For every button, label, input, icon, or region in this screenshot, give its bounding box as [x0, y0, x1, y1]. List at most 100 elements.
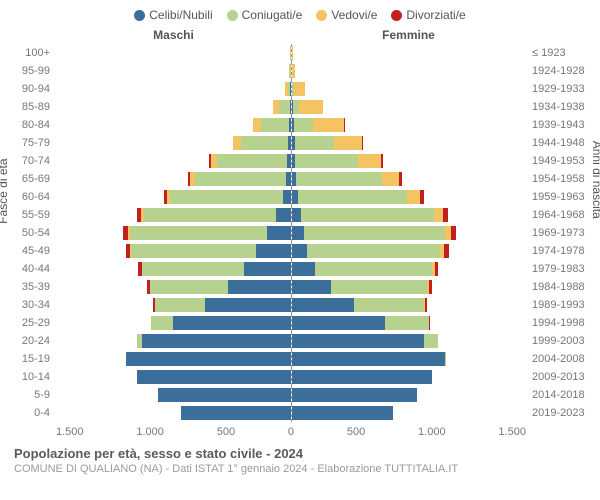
- pyramid-rows: 100+ ≤ 1923 95-991924-192890-941929-193385…: [10, 44, 590, 422]
- male-bar: [137, 208, 290, 222]
- age-label: 10-14: [10, 371, 56, 383]
- bar-area: [56, 350, 526, 368]
- bar-segment-con: [295, 154, 358, 168]
- female-half: [292, 350, 527, 368]
- male-half: [56, 206, 292, 224]
- female-half: [292, 206, 527, 224]
- age-label: 45-49: [10, 245, 56, 257]
- bar-segment-ved: [434, 208, 443, 222]
- bar-segment-con: [261, 118, 289, 132]
- male-bar: [209, 154, 290, 168]
- bar-segment-ved: [407, 190, 420, 204]
- bar-segment-con: [131, 244, 256, 258]
- female-half: [292, 260, 527, 278]
- bar-segment-cel: [290, 100, 291, 114]
- bar-segment-con: [144, 208, 277, 222]
- x-tick: 1.500: [498, 426, 526, 438]
- pyramid-row: 60-641959-1963: [10, 188, 590, 206]
- x-axis: 1.5001.00050005001.0001.500: [10, 426, 590, 438]
- bar-segment-ved: [299, 100, 322, 114]
- age-label: 100+: [10, 47, 56, 59]
- pyramid-row: 35-39 1984-1988: [10, 278, 590, 296]
- male-half: [56, 242, 292, 260]
- male-half: [56, 314, 292, 332]
- male-half: [56, 296, 292, 314]
- year-label: 1974-1978: [526, 245, 590, 257]
- bar-segment-div: [443, 208, 448, 222]
- bar-segment-cel: [292, 280, 331, 294]
- bar-area: [56, 242, 526, 260]
- male-bar: [273, 100, 291, 114]
- age-label: 70-74: [10, 155, 56, 167]
- pyramid-row: 90-941929-1933: [10, 80, 590, 98]
- x-tick: 1.000: [136, 426, 164, 438]
- legend-item: Vedovi/e: [316, 8, 377, 22]
- male-half: [56, 332, 292, 350]
- age-label: 50-54: [10, 227, 56, 239]
- bar-segment-div: [362, 136, 363, 150]
- pyramid-row: 25-291994-1998: [10, 314, 590, 332]
- bar-segment-cel: [205, 298, 291, 312]
- pyramid-row: 30-341989-1993: [10, 296, 590, 314]
- age-label: 75-79: [10, 137, 56, 149]
- pyramid-row: 95-991924-1928: [10, 62, 590, 80]
- pyramid-row: 10-142009-2013: [10, 368, 590, 386]
- male-bar: [253, 118, 291, 132]
- female-bar: [292, 154, 383, 168]
- female-bar: [292, 64, 296, 78]
- male-half: [56, 134, 292, 152]
- pyramid-row: 50-54 1969-1973: [10, 224, 590, 242]
- bar-segment-cel: [244, 262, 291, 276]
- age-label: 20-24: [10, 335, 56, 347]
- bar-segment-cel: [292, 226, 305, 240]
- bar-segment-div: [435, 262, 439, 276]
- age-label: 35-39: [10, 281, 56, 293]
- year-label: ≤ 1923: [526, 47, 590, 59]
- male-bar: [158, 388, 291, 402]
- female-half: [292, 368, 527, 386]
- bar-segment-div: [429, 280, 432, 294]
- year-label: 1934-1938: [526, 101, 590, 113]
- male-half: [56, 80, 292, 98]
- bar-area: [56, 62, 526, 80]
- year-label: 1949-1953: [526, 155, 590, 167]
- year-label: 1964-1968: [526, 209, 590, 221]
- bar-segment-div: [429, 316, 430, 330]
- year-label: 1954-1958: [526, 173, 590, 185]
- female-half: [292, 134, 527, 152]
- bar-area: [56, 188, 526, 206]
- male-bar: [181, 406, 290, 420]
- bar-segment-cel: [267, 226, 290, 240]
- female-bar: [292, 190, 424, 204]
- pyramid-row: 65-691954-1958: [10, 170, 590, 188]
- bar-segment-cel: [276, 208, 290, 222]
- legend-swatch: [134, 10, 145, 21]
- year-label: 1984-1988: [526, 281, 590, 293]
- male-half: [56, 62, 292, 80]
- female-bar: [292, 100, 323, 114]
- legend-item: Divorziati/e: [391, 8, 465, 22]
- male-half: [56, 368, 292, 386]
- female-half: [292, 80, 527, 98]
- bar-segment-con: [294, 118, 313, 132]
- male-half: [56, 386, 292, 404]
- bar-area: [56, 116, 526, 134]
- pyramid-row: 80-841939-1943: [10, 116, 590, 134]
- male-bar: [164, 190, 291, 204]
- bar-segment-cel: [137, 370, 290, 384]
- male-header: Maschi: [56, 28, 291, 42]
- female-bar: [292, 226, 457, 240]
- pyramid-row: 85-891934-1938: [10, 98, 590, 116]
- bar-segment-cel: [283, 190, 291, 204]
- year-label: 1969-1973: [526, 227, 590, 239]
- bar-area: [56, 278, 526, 296]
- bar-area: [56, 98, 526, 116]
- bar-area: [56, 386, 526, 404]
- pyramid-row: 70-74 1949-1953: [10, 152, 590, 170]
- bar-segment-con: [307, 244, 440, 258]
- male-half: [56, 116, 292, 134]
- pyramid-row: 15-192004-2008: [10, 350, 590, 368]
- female-half: [292, 404, 527, 422]
- female-bar: [292, 370, 433, 384]
- year-label: 1989-1993: [526, 299, 590, 311]
